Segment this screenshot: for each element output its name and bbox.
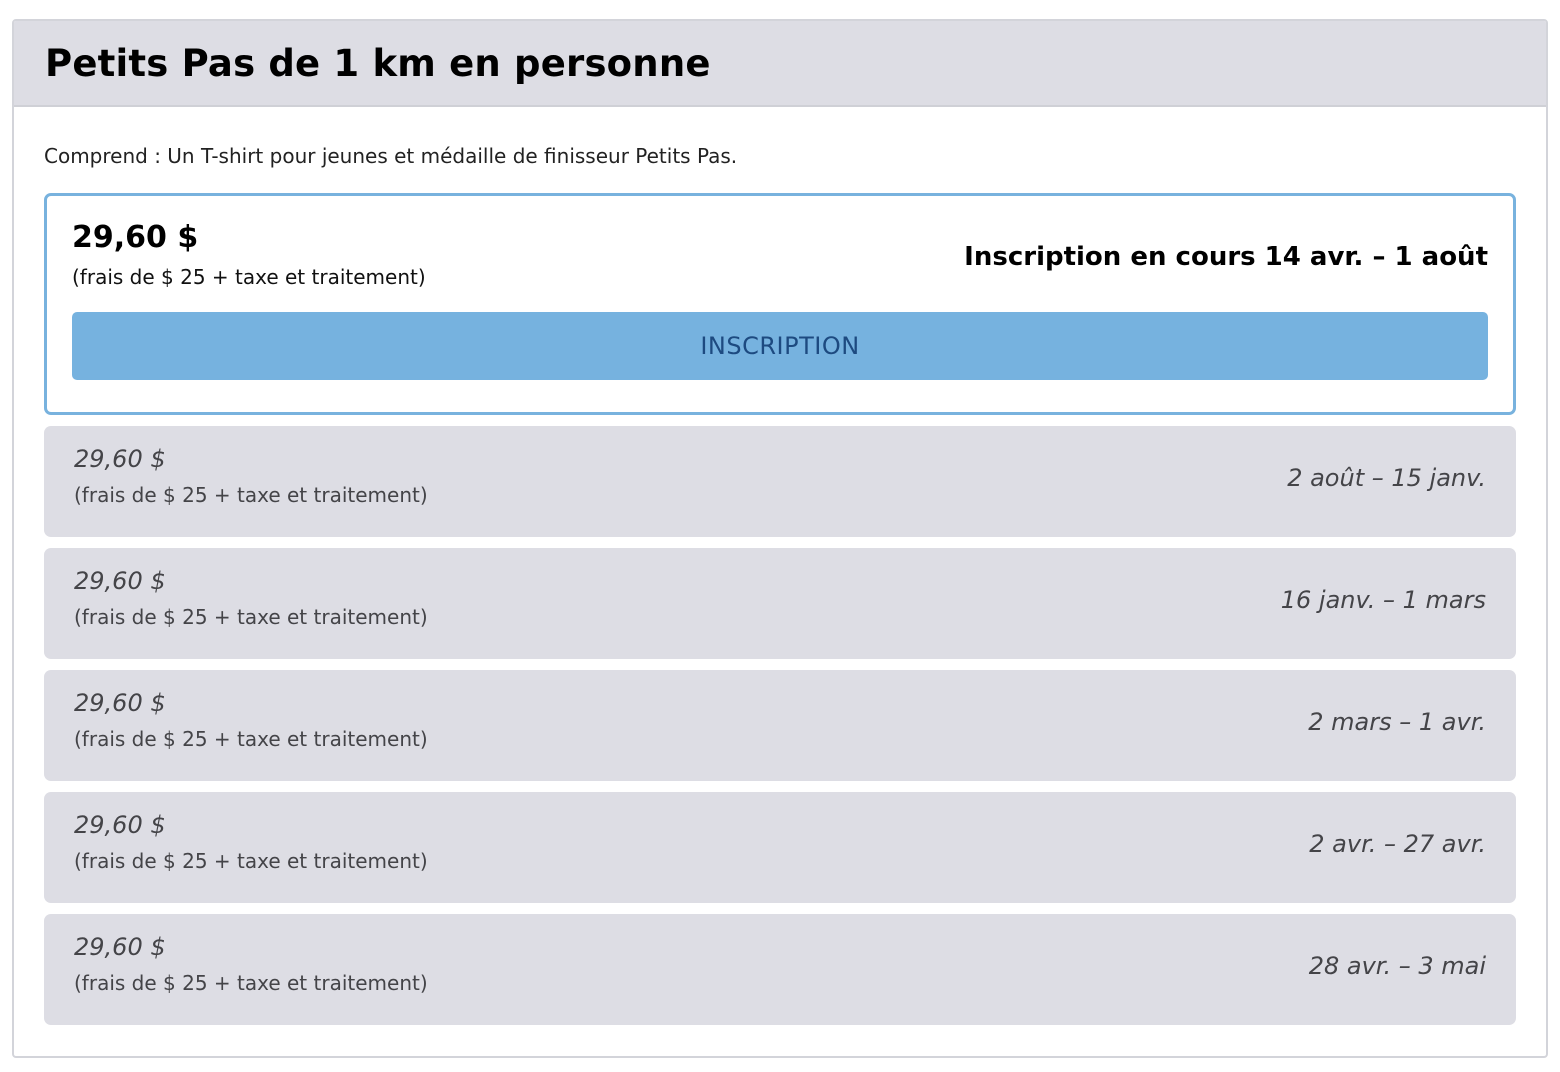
tier-dates: 2 avr. – 27 avr. [1309, 830, 1486, 858]
tier-price: 29,60 $ [74, 689, 166, 717]
includes-text: Comprend : Un T-shirt pour jeunes et méd… [44, 144, 738, 168]
registration-card: Petits Pas de 1 km en personne Comprend … [12, 19, 1548, 1058]
register-button[interactable]: INSCRIPTION [72, 312, 1488, 380]
tier-dates: 2 mars – 1 avr. [1308, 708, 1486, 736]
tier-dates: 16 janv. – 1 mars [1280, 586, 1486, 614]
tier-fee: (frais de $ 25 + taxe et traitement) [72, 265, 426, 289]
tier-price: 29,60 $ [74, 811, 166, 839]
registration-status: Inscription en cours 14 avr. – 1 août [964, 242, 1488, 272]
card-body: Comprend : Un T-shirt pour jeunes et méd… [14, 141, 1546, 1025]
tier-fee: (frais de $ 25 + taxe et traitement) [74, 971, 428, 995]
tier-fee: (frais de $ 25 + taxe et traitement) [74, 727, 428, 751]
event-title: Petits Pas de 1 km en personne [45, 41, 711, 85]
tier-dates: 28 avr. – 3 mai [1308, 952, 1486, 980]
tier-price: 29,60 $ [74, 933, 166, 961]
tier-fee: (frais de $ 25 + taxe et traitement) [74, 849, 428, 873]
tier-fee: (frais de $ 25 + taxe et traitement) [74, 483, 428, 507]
tier-dates: 2 août – 15 janv. [1287, 464, 1486, 492]
future-price-tier: 29,60 $ (frais de $ 25 + taxe et traitem… [44, 426, 1516, 537]
price-tiers: 29,60 $ (frais de $ 25 + taxe et traitem… [44, 193, 1516, 1025]
future-price-tier: 29,60 $ (frais de $ 25 + taxe et traitem… [44, 792, 1516, 903]
active-price-tier: 29,60 $ (frais de $ 25 + taxe et traitem… [44, 193, 1516, 415]
tier-fee: (frais de $ 25 + taxe et traitement) [74, 605, 428, 629]
tier-price: 29,60 $ [74, 567, 166, 595]
tier-price: 29,60 $ [72, 220, 199, 255]
future-price-tier: 29,60 $ (frais de $ 25 + taxe et traitem… [44, 670, 1516, 781]
future-price-tier: 29,60 $ (frais de $ 25 + taxe et traitem… [44, 548, 1516, 659]
tier-price: 29,60 $ [74, 445, 166, 473]
card-header: Petits Pas de 1 km en personne [14, 21, 1546, 107]
future-price-tier: 29,60 $ (frais de $ 25 + taxe et traitem… [44, 914, 1516, 1025]
